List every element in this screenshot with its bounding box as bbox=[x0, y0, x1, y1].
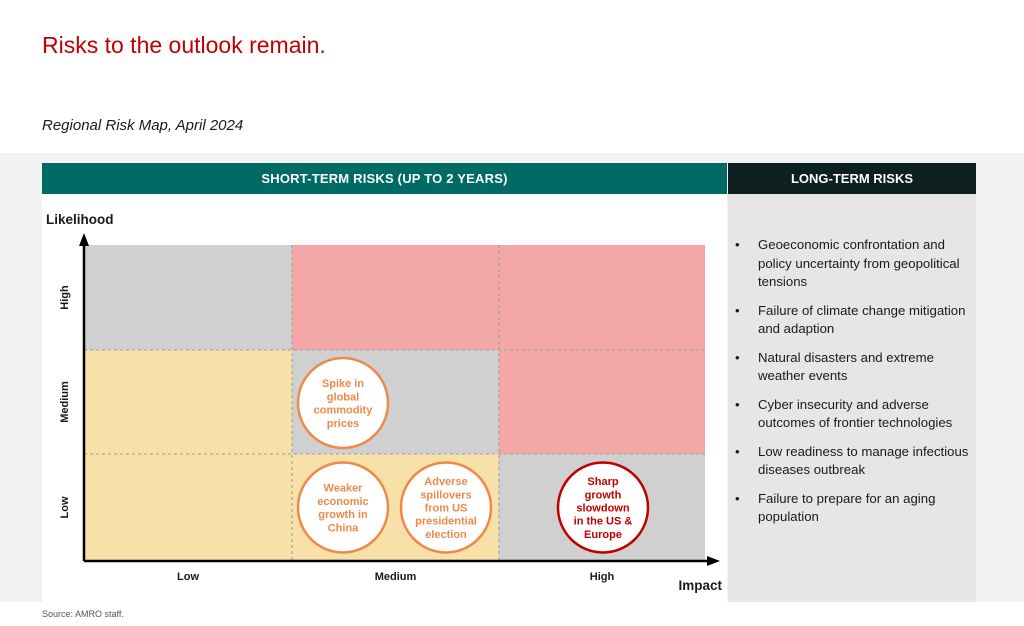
column-label: Low bbox=[177, 571, 199, 583]
x-axis-title: Impact bbox=[678, 578, 722, 593]
y-axis-arrow-icon bbox=[79, 233, 89, 246]
long-term-risk-list: • Geoeconomic confrontation and policy un… bbox=[735, 236, 971, 537]
risk-bubble-label: commodity bbox=[314, 405, 374, 417]
bullet-icon: • bbox=[735, 237, 740, 252]
risk-bubble bbox=[556, 461, 650, 554]
risk-bubble-label: spillovers bbox=[420, 489, 471, 501]
risk-bubble bbox=[296, 461, 390, 554]
long-term-risk-text: Cyber insecurity and adverse outcomes of… bbox=[758, 396, 953, 431]
bullet-icon: • bbox=[735, 443, 740, 459]
risk-bubble bbox=[296, 356, 390, 450]
risk-bubble-label: Adverse bbox=[424, 476, 467, 488]
long-term-risk-item: • Low readiness to manage infectious dise… bbox=[735, 443, 971, 480]
matrix-cell-pink bbox=[499, 245, 705, 350]
bullet-icon: • bbox=[735, 302, 740, 318]
risk-bubble-label: presidential bbox=[415, 516, 477, 528]
risk-bubble-label: global bbox=[327, 391, 359, 403]
long-term-risk-text: Failure to prepare for an aging populati… bbox=[758, 490, 936, 525]
bullet-icon: • bbox=[735, 490, 740, 506]
long-term-risk-text: Geoeconomic confrontation and policy unc… bbox=[758, 237, 960, 289]
bullet-icon: • bbox=[735, 396, 740, 412]
long-term-risk-text: Low readiness to manage infectious disea… bbox=[758, 443, 969, 478]
long-term-risk-item: • Failure of climate change mitigation an… bbox=[735, 302, 971, 339]
matrix-cell-yellow bbox=[84, 454, 292, 561]
y-axis-title: Likelihood bbox=[46, 212, 114, 227]
risk-bubble-label: China bbox=[328, 522, 359, 534]
column-label: Medium bbox=[375, 571, 417, 583]
long-term-risk-item: • Failure to prepare for an aging populat… bbox=[735, 490, 971, 527]
page-subtitle: Regional Risk Map, April 2024 bbox=[42, 117, 244, 134]
risk-matrix: Likelihood Impact High Medium Low Low Medium Hi… bbox=[46, 212, 723, 593]
risk-bubble-label: Weaker bbox=[324, 483, 364, 495]
matrix-cell-grey bbox=[84, 245, 292, 350]
source-note: Source: AMRO staff. bbox=[42, 609, 124, 619]
bullet-icon: • bbox=[735, 349, 740, 365]
risk-bubble-label: prices bbox=[327, 418, 359, 430]
row-label: Low bbox=[59, 496, 71, 518]
risk-bubble-label: growth bbox=[585, 489, 622, 501]
matrix-cell-yellow bbox=[84, 350, 292, 454]
long-term-risks-area bbox=[728, 194, 976, 602]
risk-bubble-label: Europe bbox=[584, 529, 622, 541]
risk-bubble-label: election bbox=[425, 529, 467, 541]
risk-bubble-label: growth in bbox=[318, 509, 368, 521]
risk-bubble-label: economic bbox=[317, 496, 368, 508]
long-term-risk-item: • Geoeconomic confrontation and policy un… bbox=[735, 236, 971, 292]
risk-bubble-label: Spike in bbox=[322, 378, 364, 390]
matrix-cell-pink bbox=[499, 350, 705, 454]
row-label: Medium bbox=[59, 381, 71, 423]
long-term-risk-item: • Natural disasters and extreme weather e… bbox=[735, 349, 971, 386]
page-title: Risks to the outlook remain. bbox=[42, 32, 326, 58]
long-term-risk-item: • Cyber insecurity and adverse outcomes o… bbox=[735, 396, 971, 433]
long-term-risk-text: Natural disasters and extreme weather ev… bbox=[758, 349, 934, 384]
long-term-header: LONG-TERM RISKS bbox=[728, 163, 976, 194]
risk-bubble-label: Sharp bbox=[587, 476, 618, 488]
risk-bubble-label: in the US & bbox=[574, 516, 633, 528]
risk-bubble-label: from US bbox=[425, 503, 468, 515]
short-term-header: SHORT-TERM RISKS (UP TO 2 YEARS) bbox=[42, 163, 727, 194]
risk-bubble-label: slowdown bbox=[576, 503, 629, 515]
long-term-risk-text: Failure of climate change mitigation and… bbox=[758, 302, 966, 337]
matrix-cell-pink bbox=[292, 245, 499, 350]
risk-bubble bbox=[399, 461, 493, 554]
row-label: High bbox=[59, 285, 71, 310]
x-axis-arrow-icon bbox=[707, 556, 720, 566]
column-label: High bbox=[590, 571, 615, 583]
